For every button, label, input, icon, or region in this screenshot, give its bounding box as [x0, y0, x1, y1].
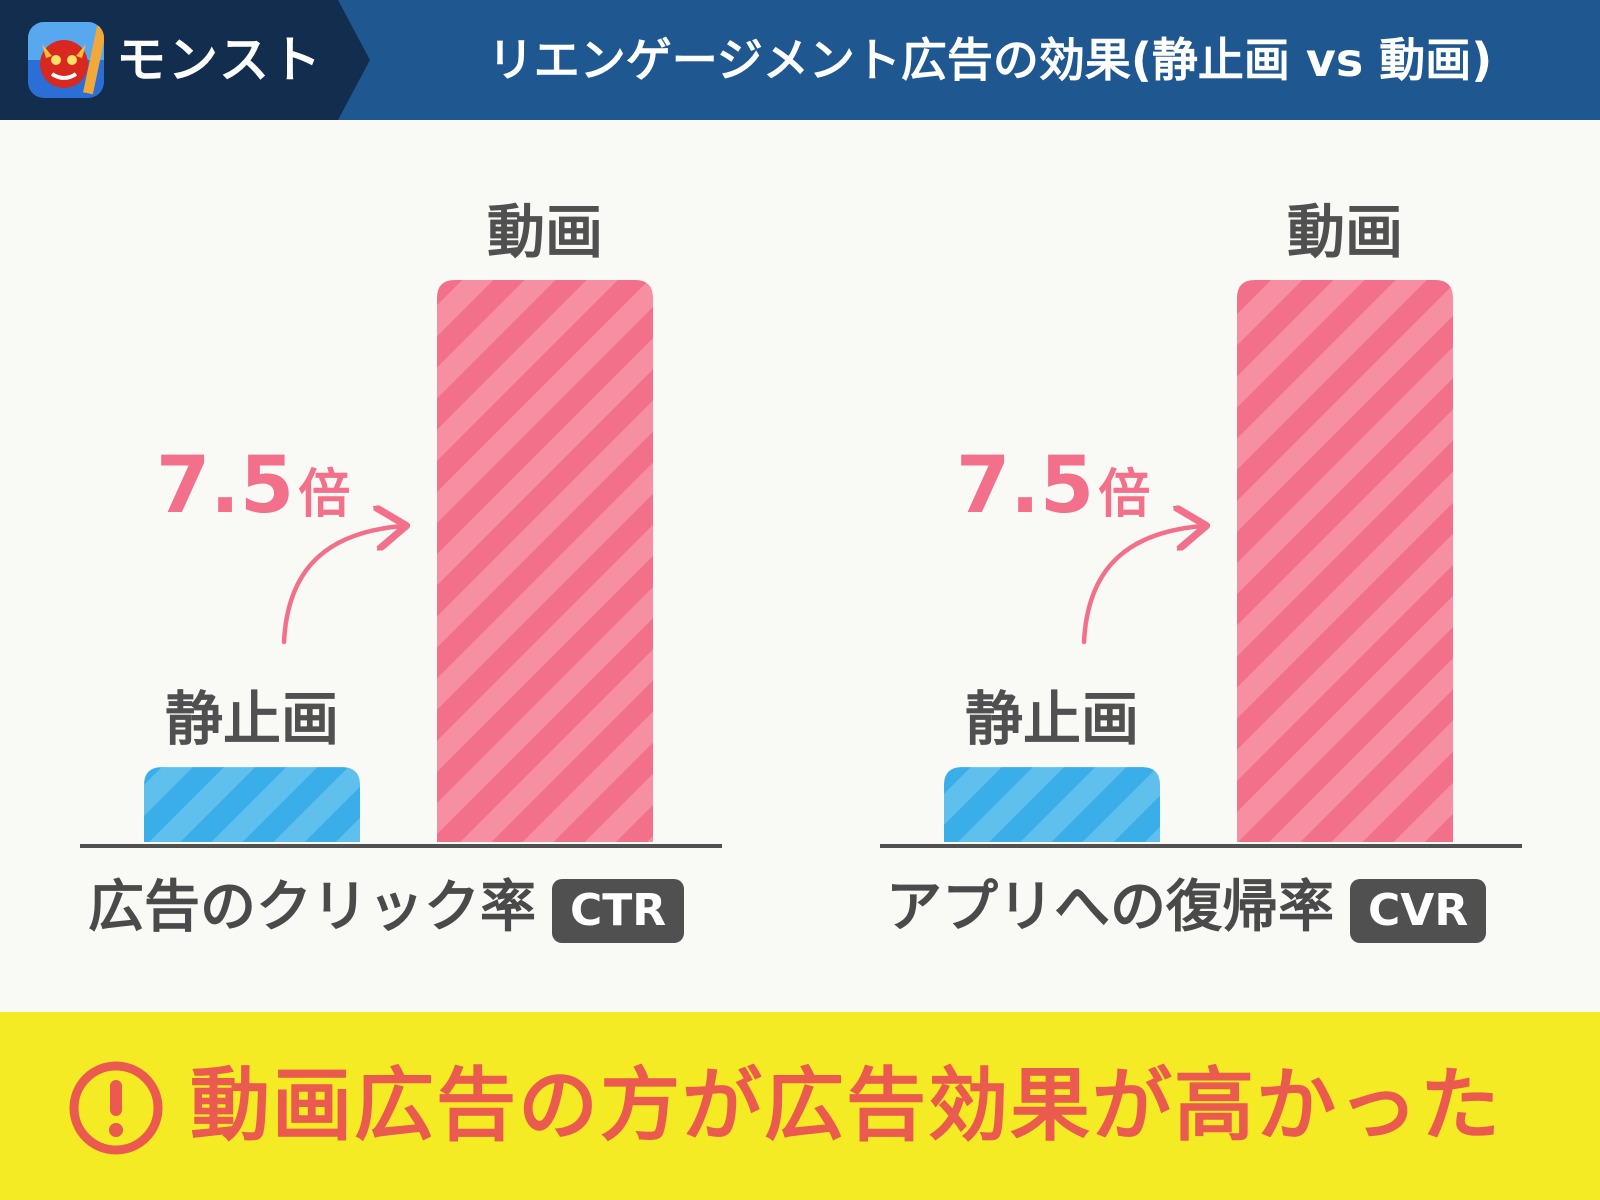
- curved-arrow-icon: [281, 526, 402, 645]
- metric-label-cvr: アプリへの復帰率 CVR: [886, 868, 1487, 948]
- multiplier-number: 7.5: [956, 441, 1094, 531]
- metric-label-ctr: 広告のクリック率 CTR: [88, 868, 685, 948]
- bar-video: [1237, 280, 1453, 842]
- bar-video: [437, 280, 653, 842]
- page-title: リエンゲージメント広告の効果(静止画 vs 動画): [487, 33, 1493, 87]
- bar-static-image: [944, 767, 1160, 842]
- curved-arrow-icon: [1081, 526, 1202, 645]
- app-name: モンスト: [116, 31, 323, 89]
- bar-static-image: [144, 767, 360, 842]
- chart-panel: 静止画 動画 7.5倍: [880, 198, 1522, 848]
- bar-category-label: 動画: [487, 198, 603, 266]
- app-label-block: モンスト: [0, 0, 370, 120]
- bar-category-label: 動画: [1287, 198, 1403, 266]
- metric-badge-ctr: CTR: [552, 878, 685, 943]
- header-bar: モンスト リエンゲージメント広告の効果(静止画 vs 動画): [0, 0, 1600, 120]
- metric-badge-cvr: CVR: [1350, 878, 1487, 943]
- exclamation-circle-icon: [69, 1061, 163, 1155]
- multiplier-label: 7.5倍: [956, 441, 1150, 531]
- multiplier-unit: 倍: [1098, 465, 1150, 525]
- metric-label-text: 広告のクリック率: [88, 875, 536, 940]
- bar-category-label: 静止画: [965, 685, 1139, 753]
- metric-label-text: アプリへの復帰率: [886, 875, 1334, 940]
- conclusion-banner: 動画広告の方が広告効果が高かった: [0, 1012, 1600, 1200]
- multiplier-label: 7.5倍: [156, 441, 350, 531]
- chart-panel: 静止画 動画 7.5倍: [80, 198, 722, 848]
- multiplier-unit: 倍: [298, 465, 350, 525]
- conclusion-text: 動画広告の方が広告効果が高かった: [190, 1059, 1502, 1152]
- bar-category-label: 静止画: [165, 685, 339, 753]
- monster-strike-app-icon: [28, 22, 104, 98]
- multiplier-number: 7.5: [156, 441, 294, 531]
